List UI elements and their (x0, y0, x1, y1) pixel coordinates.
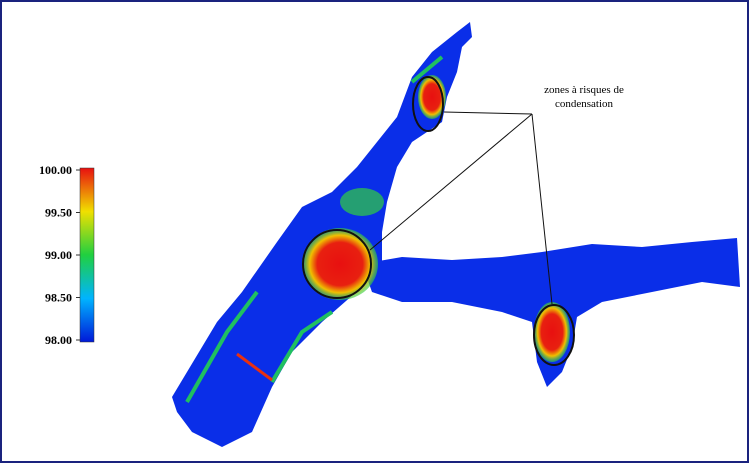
risk-circle (302, 229, 372, 299)
risk-circle (533, 304, 575, 366)
river-stripe (236, 352, 273, 382)
colorbar-tick-label: 99.00 (45, 248, 72, 262)
hot-zone (302, 228, 378, 300)
annotation: zones à risques de condensation (544, 84, 624, 110)
annotation-line: condensation (555, 98, 614, 110)
hot-zone (340, 188, 384, 216)
leader-lines (369, 111, 553, 305)
colorbar-tick-label: 98.00 (45, 333, 72, 347)
colorbar-tick-label: 99.50 (45, 206, 72, 220)
colorbar-tick-label: 100.00 (39, 163, 72, 177)
colorbar (79, 167, 95, 343)
colorbar-tick-label: 98.50 (45, 291, 72, 305)
river-edge (185, 55, 444, 403)
annotation-line: zones à risques de (544, 84, 624, 96)
risk-circle (412, 76, 444, 132)
hot-zone (534, 302, 570, 362)
